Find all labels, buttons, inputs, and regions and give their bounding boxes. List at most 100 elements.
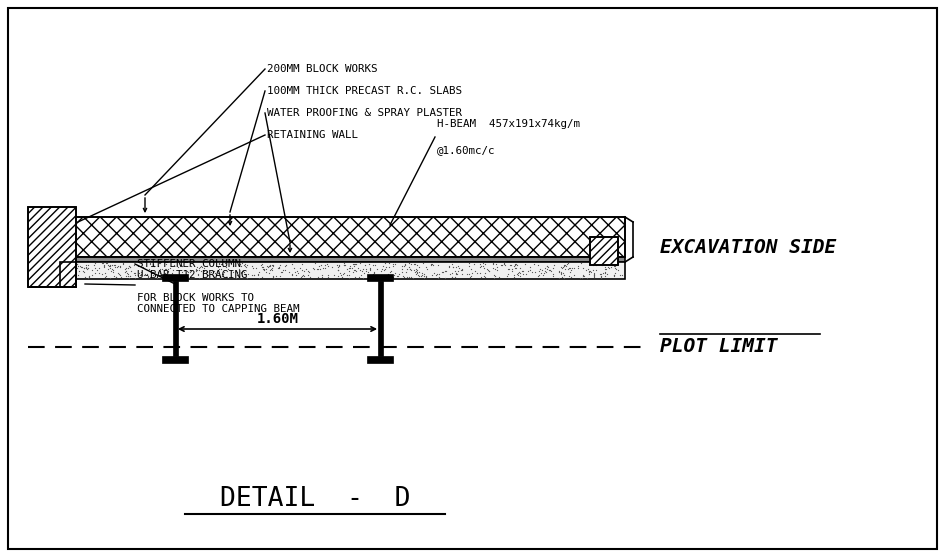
Point bbox=[166, 261, 181, 270]
Point bbox=[293, 272, 308, 281]
Point bbox=[78, 261, 93, 270]
Point bbox=[214, 260, 229, 269]
Point bbox=[226, 268, 241, 277]
Point bbox=[429, 271, 444, 280]
Point bbox=[110, 261, 125, 270]
Point bbox=[561, 272, 576, 281]
Point bbox=[260, 262, 275, 271]
Point bbox=[463, 265, 478, 273]
Point bbox=[261, 268, 277, 277]
Point bbox=[510, 260, 525, 269]
Point bbox=[118, 267, 133, 276]
Point bbox=[539, 261, 554, 270]
Point bbox=[408, 270, 423, 278]
Point bbox=[331, 261, 346, 270]
Point bbox=[463, 271, 478, 280]
Point bbox=[120, 268, 135, 277]
Point bbox=[537, 263, 552, 272]
Point bbox=[72, 266, 87, 275]
Point bbox=[141, 272, 156, 281]
Point bbox=[387, 268, 402, 277]
Text: EXCAVATION SIDE: EXCAVATION SIDE bbox=[659, 237, 835, 257]
Point bbox=[244, 262, 260, 271]
Point bbox=[497, 259, 512, 268]
Point bbox=[434, 268, 449, 277]
Point bbox=[394, 262, 409, 271]
Point bbox=[508, 263, 523, 272]
Point bbox=[287, 267, 302, 276]
Point bbox=[614, 270, 629, 279]
Point bbox=[409, 266, 424, 275]
Point bbox=[565, 270, 581, 279]
Point bbox=[585, 272, 600, 281]
Point bbox=[264, 261, 279, 270]
Point bbox=[398, 267, 413, 276]
Point bbox=[346, 260, 361, 268]
Point bbox=[586, 273, 601, 282]
Point bbox=[182, 266, 197, 275]
Point bbox=[157, 265, 172, 274]
Point bbox=[477, 272, 492, 281]
Point bbox=[154, 265, 169, 274]
Point bbox=[576, 271, 591, 280]
Point bbox=[450, 262, 465, 271]
Point bbox=[454, 265, 469, 273]
Text: CONNECTED TO CAPPING BEAM: CONNECTED TO CAPPING BEAM bbox=[137, 304, 299, 314]
Point bbox=[110, 262, 125, 271]
Point bbox=[336, 268, 351, 277]
Point bbox=[438, 266, 453, 275]
Point bbox=[574, 263, 589, 272]
Point bbox=[164, 271, 179, 280]
Point bbox=[539, 262, 554, 271]
Point bbox=[414, 268, 430, 277]
Point bbox=[419, 264, 434, 273]
Point bbox=[77, 272, 93, 281]
Point bbox=[270, 263, 285, 272]
Point bbox=[473, 262, 488, 271]
Point bbox=[445, 263, 460, 272]
Point bbox=[190, 266, 205, 275]
Bar bbox=[59, 217, 624, 257]
Point bbox=[237, 269, 252, 278]
Point bbox=[606, 268, 621, 277]
Point bbox=[556, 261, 571, 270]
Point bbox=[346, 260, 361, 268]
Point bbox=[503, 260, 518, 269]
Point bbox=[341, 270, 356, 279]
Point bbox=[595, 268, 610, 277]
Point bbox=[366, 268, 381, 277]
Point bbox=[575, 271, 590, 280]
Point bbox=[561, 265, 576, 273]
Point bbox=[556, 262, 571, 271]
Point bbox=[395, 271, 410, 280]
Point bbox=[437, 267, 452, 276]
Point bbox=[584, 260, 599, 269]
Point bbox=[447, 272, 462, 281]
Point bbox=[69, 260, 84, 268]
Point bbox=[94, 269, 110, 278]
Point bbox=[556, 260, 571, 269]
Point bbox=[373, 266, 388, 275]
Point bbox=[472, 268, 487, 277]
Point bbox=[256, 265, 271, 274]
Point bbox=[80, 260, 95, 269]
Point bbox=[61, 262, 76, 271]
Point bbox=[212, 260, 228, 268]
Point bbox=[330, 262, 346, 271]
Point bbox=[256, 263, 271, 272]
Point bbox=[342, 264, 357, 273]
Point bbox=[320, 271, 335, 280]
Point bbox=[100, 261, 115, 270]
Point bbox=[229, 268, 244, 277]
Point bbox=[403, 265, 418, 274]
Point bbox=[581, 270, 596, 278]
Point bbox=[218, 272, 233, 281]
Point bbox=[296, 266, 312, 275]
Point bbox=[80, 273, 95, 282]
Point bbox=[409, 261, 424, 270]
Point bbox=[254, 273, 269, 282]
Point bbox=[244, 271, 259, 280]
Point bbox=[533, 268, 548, 277]
Point bbox=[578, 266, 593, 275]
Point bbox=[480, 266, 496, 275]
